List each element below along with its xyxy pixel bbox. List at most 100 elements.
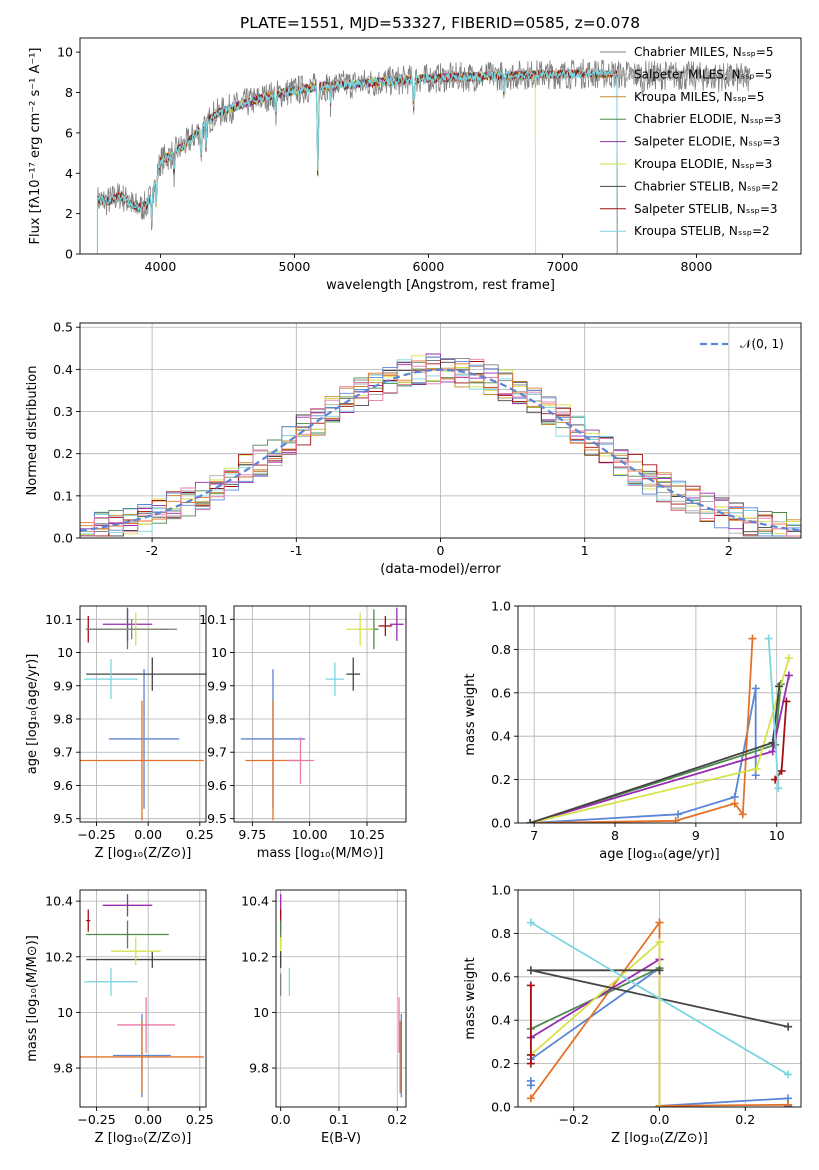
weight-marker (655, 966, 664, 975)
legend-label: Kroupa STELIB, Nₛₛₚ=2 (634, 224, 770, 238)
spectrum-legend: Chabrier MILES, Nₛₛₚ=5 Salpeter MILES, Nₛ… (600, 45, 781, 238)
y-tick-label: 0.4 (53, 362, 73, 377)
error-bar-point (86, 619, 178, 640)
x-tick-label: 0.2 (387, 1112, 407, 1127)
y-tick-label: 9.8 (207, 711, 227, 726)
y-axis-label: mass weight (463, 673, 478, 755)
y-tick-label: 8 (65, 85, 73, 100)
x-tick-label: 0.00 (134, 1112, 162, 1127)
weight-marker (738, 810, 747, 819)
x-axis-label: Z [log₁₀(Z/Z⊙)] (95, 846, 192, 861)
spectrum-kroupa-elodie (160, 70, 537, 254)
spectrum-chabrier-stelib (97, 68, 618, 254)
y-tick-label: 10.1 (199, 612, 227, 627)
residual-legend: 𝒩(0, 1) (700, 337, 784, 351)
y-tick-label: 4 (65, 166, 73, 181)
y-tick-label: 9.7 (207, 745, 227, 760)
weight-marker (526, 918, 535, 927)
x-tick-label: 0.1 (329, 1112, 349, 1127)
normal-curve (80, 368, 801, 532)
error-bar-point (389, 607, 404, 641)
error-bar-point (378, 615, 393, 636)
weight-series (530, 688, 757, 823)
weight-marker (752, 764, 761, 773)
weight-marker (655, 938, 664, 947)
x-axis-label: (data-model)/error (380, 562, 501, 577)
y-tick-label: 9.8 (249, 1061, 269, 1076)
weight-marker (784, 1070, 793, 1079)
error-bar-point (84, 659, 138, 700)
y-tick-label: 9.9 (53, 678, 73, 693)
weight-marker (748, 634, 757, 643)
error-bar-point (86, 920, 169, 949)
y-tick-label: 10.4 (45, 894, 73, 909)
weight-marker (784, 654, 793, 663)
legend-label: Chabrier MILES, Nₛₛₚ=5 (634, 45, 774, 59)
weight-marker (526, 981, 535, 990)
error-bar-point (102, 607, 153, 641)
weight-series (767, 638, 780, 789)
weight-marker (655, 918, 664, 927)
y-tick-label: 0.4 (491, 729, 511, 744)
panel-mass_vs_ebv: 0.0 0.1 0.2 9.8 10 10.2 10.4 E(B-V) (241, 889, 407, 1146)
x-tick-label: 10 (769, 828, 785, 843)
spectrum-kroupa-stelib (96, 68, 618, 254)
axes-frame (233, 605, 407, 823)
weight-marker (774, 784, 783, 793)
y-axis-label: Flux [fλ10⁻¹⁷ erg cm⁻² s⁻¹ A⁻¹] (28, 48, 43, 245)
y-tick-label: 10.2 (241, 949, 269, 964)
x-tick-label: 9 (692, 828, 700, 843)
y-tick-label: 0.0 (491, 1100, 511, 1115)
x-tick-label: 9.75 (238, 827, 266, 842)
x-tick-label: 8000 (681, 259, 713, 274)
error-bar-point (286, 737, 315, 784)
y-tick-label: 0.8 (491, 926, 511, 941)
y-tick-label: 6 (65, 125, 73, 140)
y-axis-label: mass weight (463, 957, 478, 1039)
weight-marker (784, 671, 793, 680)
y-tick-label: 9.6 (207, 778, 227, 793)
weight-series (530, 921, 789, 1076)
y-tick-label: 10 (57, 1005, 73, 1020)
x-axis-label: wavelength [Angstrom, rest frame] (326, 278, 555, 293)
figure-title: PLATE=1551, MJD=53327, FIBERID=0585, z=0… (240, 14, 640, 32)
axes-frame (79, 889, 207, 1108)
x-tick-label: 0 (437, 543, 445, 558)
weight-marker (751, 684, 760, 693)
y-tick-label: 1.0 (491, 883, 511, 898)
weight-marker (526, 1050, 535, 1059)
y-tick-label: 10 (57, 645, 73, 660)
panel-weight_vs_age: 7 8 9 10 0.0 0.2 0.4 0.6 0.8 1.0 age [log₁₀(age/yr… (463, 599, 802, 862)
error-bar-point (325, 662, 345, 696)
error-bar-point (80, 700, 204, 821)
x-axis-label: Z [log₁₀(Z/Z⊙)] (95, 1131, 192, 1146)
legend-label: 𝒩(0, 1) (740, 337, 784, 351)
weight-marker (782, 697, 791, 706)
y-tick-label: 0.2 (53, 446, 73, 461)
error-bar-point (80, 1020, 204, 1094)
x-tick-label: 7000 (547, 259, 579, 274)
weight-marker (674, 810, 683, 819)
x-tick-label: 1 (581, 543, 589, 558)
weight-marker (775, 682, 784, 691)
error-bar-point (110, 937, 161, 966)
spectrum-salpeter-stelib (97, 67, 618, 254)
plot-area (280, 894, 402, 1098)
x-axis-label: age [log₁₀(age/yr)] (599, 847, 720, 862)
x-tick-label: −0.25 (77, 827, 115, 842)
y-tick-label: 10.2 (45, 949, 73, 964)
x-tick-label: 7 (530, 828, 538, 843)
y-tick-label: 0.6 (491, 685, 511, 700)
axes-frame (275, 889, 407, 1108)
weight-marker (751, 771, 760, 780)
plot-area (80, 353, 801, 537)
x-tick-label: 0.0 (650, 1112, 670, 1127)
weight-marker (526, 1059, 535, 1068)
weight-marker (784, 1100, 793, 1107)
plot-area (526, 918, 793, 1107)
weight-marker (655, 1103, 664, 1107)
x-tick-label: 2 (725, 543, 733, 558)
axes-frame (517, 889, 802, 1108)
y-tick-label: 0.2 (491, 1056, 511, 1071)
